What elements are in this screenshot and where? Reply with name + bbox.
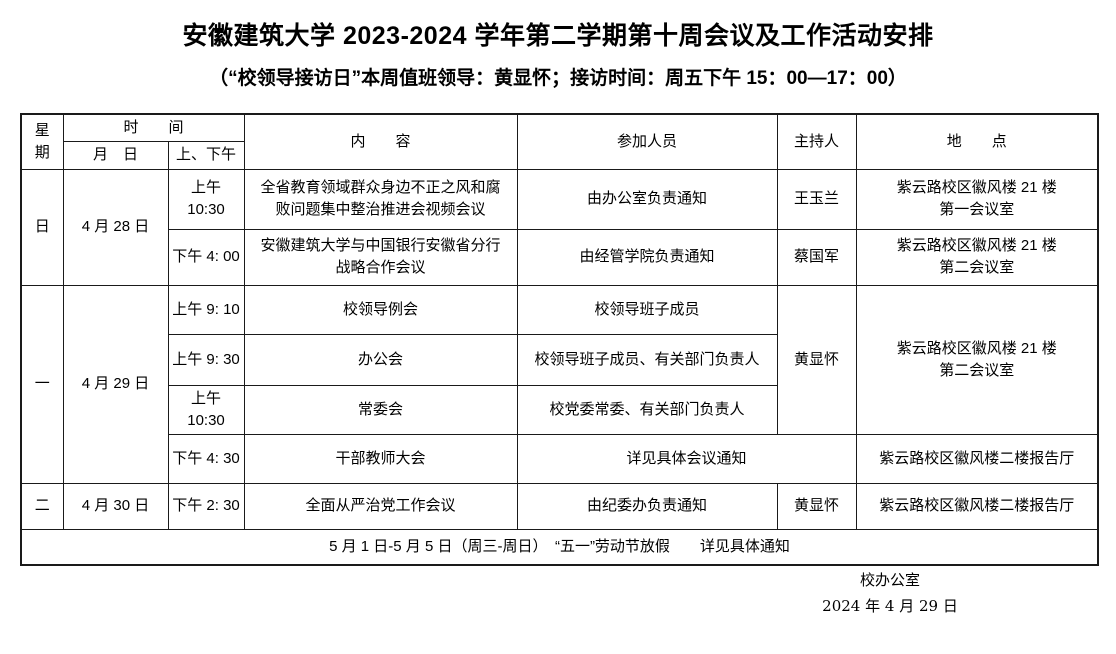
- signature-office: 校办公室: [859, 571, 920, 589]
- location-cell: 紫云路校区徽风楼 21 楼 第二会议室: [855, 228, 1099, 286]
- header-content: 内 容: [243, 113, 518, 170]
- time-cell: 下午 4: 00: [167, 228, 245, 286]
- time-cell: 上午 10:30: [167, 168, 245, 230]
- table-row: 下午 4: 00 安徽建筑大学与中国银行安徽省分行 战略合作会议 由经管学院负责…: [21, 228, 1099, 286]
- time-cell: 上午 9: 30: [167, 333, 245, 386]
- header-weekday: 星 期: [20, 113, 64, 170]
- time-cell: 上午 10:30: [167, 384, 245, 435]
- content-cell: 全省教育领域群众身边不正之风和腐 败问题集中整治推进会视频会议: [243, 168, 518, 230]
- page-subtitle: （“校领导接访日”本周值班领导：黄显怀；接访时间：周五下午 15：00—17：0…: [209, 68, 907, 89]
- participants-cell: 校党委常委、有关部门负责人: [516, 384, 778, 435]
- content-cell: 办公会: [243, 333, 518, 386]
- table-row: 二 4 月 30 日 下午 2: 30 全面从严治党工作会议 由纪委办负责通知 …: [20, 482, 1099, 530]
- participants-cell: 由纪委办负责通知: [516, 482, 778, 530]
- participants-cell: 由经管学院负责通知: [516, 228, 778, 286]
- time-cell: 下午 4: 30: [167, 433, 245, 484]
- content-cell: 常委会: [243, 384, 518, 435]
- meeting-schedule-table: 星 期 时 间 内 容 参加人员 主持人 地 点 月 日 上、下午 日 4 月 …: [20, 113, 1100, 566]
- participants-cell: 由办公室负责通知: [516, 168, 778, 230]
- participants-cell: 校领导班子成员: [516, 284, 778, 335]
- header-ampm: 上、下午: [167, 140, 245, 170]
- content-cell: 全面从严治党工作会议: [243, 482, 518, 530]
- time-cell: 上午 9: 10: [167, 284, 245, 335]
- page-title: 安徽建筑大学 2023-2024 学年第二学期第十周会议及工作活动安排: [182, 22, 934, 50]
- host-cell: 王玉兰: [776, 168, 857, 230]
- header-date: 月 日: [62, 140, 169, 170]
- header-participants: 参加人员: [516, 113, 778, 170]
- content-cell: 干部教师大会: [243, 433, 518, 484]
- holiday-note-cell: 5 月 1 日-5 月 5 日（周三-周日） “五一”劳动节放假 详见具体通知: [20, 528, 1099, 566]
- location-cell-shared: 紫云路校区徽风楼 21 楼 第二会议室: [855, 284, 1099, 435]
- location-cell: 紫云路校区徽风楼二楼报告厅: [855, 433, 1099, 484]
- date-cell-apr30: 4 月 30 日: [62, 482, 169, 530]
- content-cell: 校领导例会: [243, 284, 518, 335]
- weekday-cell-tue: 二: [20, 482, 64, 530]
- table-row: 下午 4: 30 干部教师大会 详见具体会议通知 紫云路校区徽风楼二楼报告厅: [21, 433, 1099, 484]
- header-time-group: 时 间: [62, 113, 245, 142]
- table-row: 5 月 1 日-5 月 5 日（周三-周日） “五一”劳动节放假 详见具体通知: [20, 528, 1099, 566]
- header-location: 地 点: [855, 113, 1099, 170]
- header-host: 主持人: [776, 113, 857, 170]
- participants-host-merged-cell: 详见具体会议通知: [516, 433, 857, 484]
- table-row: 上午 10:30 常委会 校党委常委、有关部门负责人: [21, 384, 1098, 435]
- date-cell-apr29: 4 月 29 日: [62, 284, 169, 484]
- host-cell: 黄显怀: [776, 482, 857, 530]
- date-cell-apr28: 4 月 28 日: [62, 168, 169, 286]
- participants-cell: 校领导班子成员、有关部门负责人: [516, 333, 778, 386]
- signature-block: 校办公室 2024 年 4 月 29 日: [740, 568, 1040, 619]
- location-cell: 紫云路校区徽风楼 21 楼 第一会议室: [855, 168, 1099, 230]
- weekday-cell-mon: 一: [20, 284, 64, 484]
- weekday-cell-sun: 日: [20, 168, 64, 286]
- table-row: 一 4 月 29 日 上午 9: 10 校领导例会 校领导班子成员 黄显怀 紫云…: [20, 284, 1099, 484]
- signature-date: 2024 年 4 月 29 日: [822, 596, 958, 615]
- host-cell: 蔡国军: [776, 228, 857, 286]
- time-cell: 下午 2: 30: [167, 482, 245, 530]
- host-cell-shared: 黄显怀: [776, 284, 857, 435]
- content-cell: 安徽建筑大学与中国银行安徽省分行 战略合作会议: [243, 228, 518, 286]
- location-cell: 紫云路校区徽风楼二楼报告厅: [855, 482, 1099, 530]
- table-row: 日 4 月 28 日 上午 10:30 全省教育领域群众身边不正之风和腐 败问题…: [20, 168, 1099, 286]
- table-row: 上午 9: 30 办公会 校领导班子成员、有关部门负责人: [21, 333, 1098, 386]
